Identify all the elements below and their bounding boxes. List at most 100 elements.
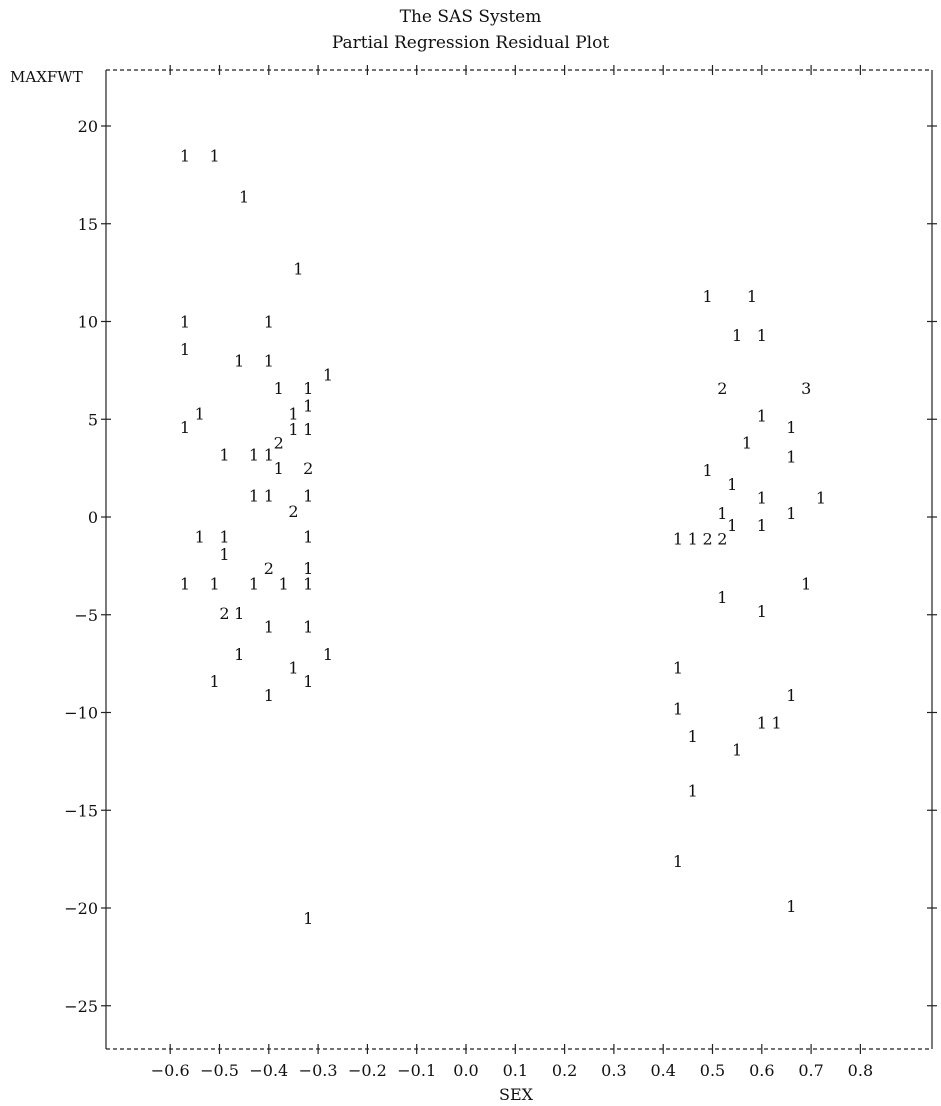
data-point: 1 <box>219 445 229 464</box>
x-tick-label: −0.1 <box>397 1061 436 1080</box>
data-point: 1 <box>303 909 313 928</box>
data-point: 1 <box>786 897 796 916</box>
data-point: 1 <box>303 420 313 439</box>
y-tick-label: 10 <box>78 313 98 332</box>
data-point: 1 <box>727 475 737 494</box>
x-tick-label: 0.7 <box>798 1061 823 1080</box>
y-tick-label: 20 <box>78 117 98 136</box>
data-point: 1 <box>732 326 742 345</box>
data-point: 1 <box>757 326 767 345</box>
x-tick-label: 0.8 <box>848 1061 873 1080</box>
data-point: 1 <box>673 530 683 549</box>
data-point: 1 <box>757 516 767 535</box>
data-point: 1 <box>264 313 274 332</box>
data-point: 1 <box>234 352 244 371</box>
data-point: 1 <box>219 528 229 547</box>
y-tick-label: 15 <box>78 215 98 234</box>
data-point: 1 <box>816 488 826 507</box>
data-point: 1 <box>688 727 698 746</box>
x-tick-label: 0.5 <box>700 1061 725 1080</box>
data-point: 2 <box>717 379 727 398</box>
chart-subtitle: Partial Regression Residual Plot <box>331 33 610 53</box>
x-tick-label: −0.5 <box>200 1061 239 1080</box>
data-point: 1 <box>702 461 712 480</box>
data-point: 1 <box>293 260 303 279</box>
data-point: 1 <box>180 574 190 593</box>
x-tick-label: 0.0 <box>453 1061 478 1080</box>
x-axis-label: SEX <box>499 1085 534 1104</box>
data-point: 1 <box>195 404 205 423</box>
data-point: 1 <box>786 504 796 523</box>
data-point: 3 <box>801 379 811 398</box>
data-point: 1 <box>757 406 767 425</box>
data-point: 1 <box>771 713 781 732</box>
data-point: 1 <box>786 686 796 705</box>
data-point: 1 <box>727 516 737 535</box>
x-tick-label: −0.3 <box>299 1061 338 1080</box>
data-point: 2 <box>303 459 313 478</box>
data-point: 2 <box>219 604 229 623</box>
data-point: 1 <box>303 672 313 691</box>
data-point: 1 <box>303 574 313 593</box>
data-point: 1 <box>303 486 313 505</box>
data-point: 1 <box>274 459 284 478</box>
data-point: 1 <box>209 574 219 593</box>
data-point: 1 <box>717 588 727 607</box>
x-tick-label: 0.2 <box>552 1061 577 1080</box>
data-point: 1 <box>209 146 219 165</box>
x-tick-label: −0.4 <box>249 1061 288 1080</box>
data-point: 1 <box>801 574 811 593</box>
data-point: 2 <box>717 530 727 549</box>
data-point: 1 <box>195 528 205 547</box>
x-tick-label: 0.3 <box>601 1061 626 1080</box>
data-point: 1 <box>180 313 190 332</box>
data-point: 1 <box>786 447 796 466</box>
y-tick-label: 0 <box>88 508 98 527</box>
data-point: 1 <box>323 365 333 384</box>
data-point: 1 <box>688 782 698 801</box>
y-tick-label: −15 <box>64 801 98 820</box>
data-point: 1 <box>303 617 313 636</box>
x-tick-label: 0.4 <box>650 1061 675 1080</box>
data-point: 1 <box>702 287 712 306</box>
axes: −0.6 −0.5 −0.4 −0.3 −0.2 −0.1 0.0 0.1 0.2 0.3 0.4 0… <box>64 65 937 1080</box>
data-point: 2 <box>264 559 274 578</box>
plot-frame <box>105 69 933 1050</box>
data-point: 1 <box>688 530 698 549</box>
data-point: 1 <box>219 545 229 564</box>
data-point: 2 <box>288 502 298 521</box>
data-point: 1 <box>264 352 274 371</box>
x-tick-label: 0.1 <box>503 1061 528 1080</box>
data-point: 1 <box>303 528 313 547</box>
data-point: 2 <box>274 434 284 453</box>
x-tick-label: −0.6 <box>151 1061 190 1080</box>
data-point: 1 <box>757 488 767 507</box>
data-point: 1 <box>264 686 274 705</box>
data-point: 1 <box>288 659 298 678</box>
y-tick-label: −25 <box>64 997 98 1016</box>
data-point: 1 <box>303 559 313 578</box>
data-point: 1 <box>249 445 259 464</box>
data-point: 1 <box>234 645 244 664</box>
data-point: 1 <box>180 146 190 165</box>
data-point: 1 <box>234 604 244 623</box>
data-point: 2 <box>702 530 712 549</box>
data-point: 1 <box>757 713 767 732</box>
data-point: 1 <box>673 852 683 871</box>
data-point: 1 <box>303 379 313 398</box>
data-point: 1 <box>264 486 274 505</box>
y-tick-label: −10 <box>64 704 98 723</box>
data-point: 1 <box>288 404 298 423</box>
data-point: 1 <box>288 420 298 439</box>
data-point: 1 <box>323 645 333 664</box>
x-tick-label: 0.6 <box>749 1061 774 1080</box>
data-point: 1 <box>249 486 259 505</box>
data-point: 1 <box>180 340 190 359</box>
data-point: 1 <box>239 187 249 206</box>
y-tick-label: −5 <box>74 606 98 625</box>
y-tick-label: 5 <box>88 410 98 429</box>
x-tick-label: −0.2 <box>348 1061 387 1080</box>
data-point: 1 <box>249 574 259 593</box>
data-point: 1 <box>180 418 190 437</box>
